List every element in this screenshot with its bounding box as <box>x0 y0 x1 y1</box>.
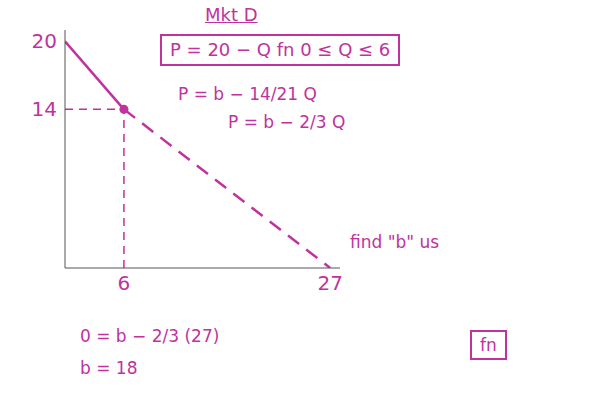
html-text:b = 18: b = 18 <box>80 358 138 378</box>
svg-text:6: 6 <box>118 271 131 295</box>
html-text:find "b" us: find "b" us <box>350 232 440 252</box>
html-text:P = 20 − Q fn 0 ≤ Q ≤ 6: P = 20 − Q fn 0 ≤ Q ≤ 6 <box>170 39 391 60</box>
svg-text:14: 14 <box>32 97 57 121</box>
html-text:0 = b − 2/3 (27): 0 = b − 2/3 (27) <box>80 326 220 346</box>
svg-text:27: 27 <box>317 271 342 295</box>
html-text:Mkt D: Mkt D <box>205 4 258 25</box>
html-text:P = b − 14/21 Q: P = b − 14/21 Q <box>178 84 317 104</box>
html-text:fn: fn <box>480 335 497 355</box>
html-text:P = b − 2/3 Q: P = b − 2/3 Q <box>228 112 346 132</box>
svg-text:20: 20 <box>32 29 57 53</box>
